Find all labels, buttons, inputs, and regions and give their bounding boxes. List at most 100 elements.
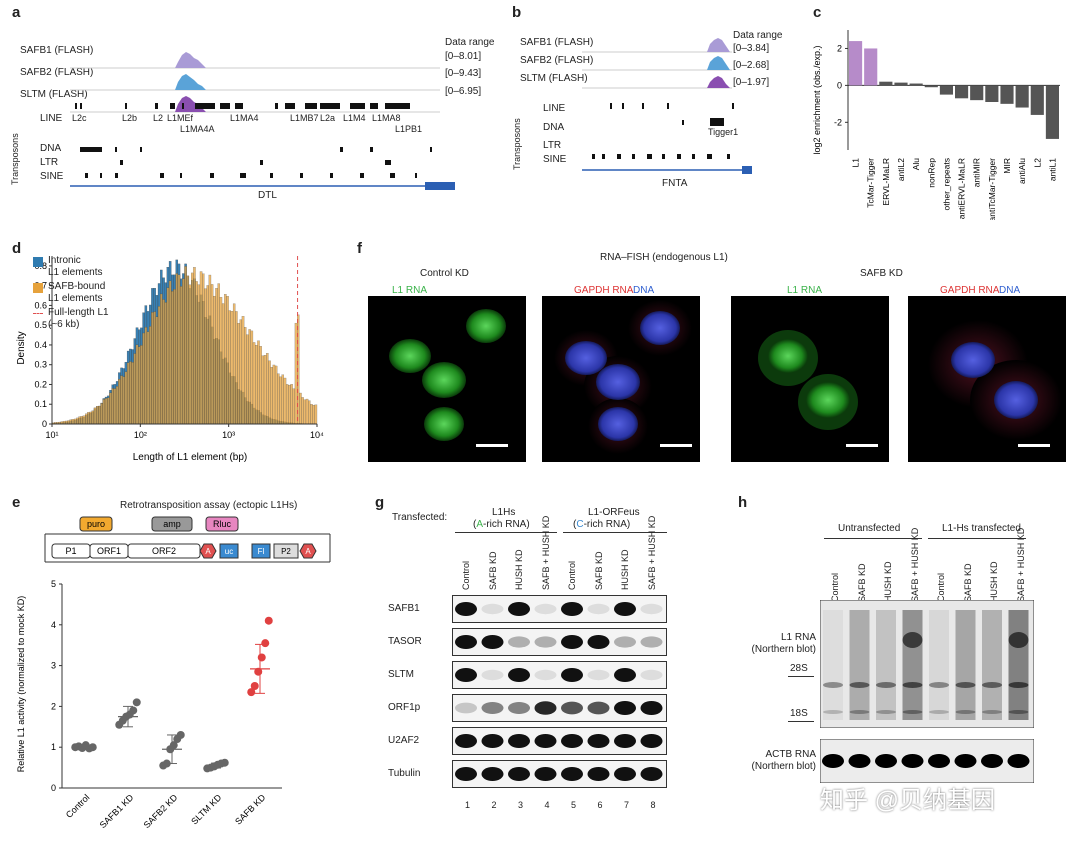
f-dna-label-1: DNA <box>633 285 655 296</box>
legend-swatch-fulllength <box>33 313 43 314</box>
d-histogram-bin <box>255 345 258 425</box>
h-band-18s <box>849 710 870 714</box>
h-band-actb <box>981 754 1003 768</box>
g-band <box>614 636 636 648</box>
d-histogram-bin <box>310 404 313 425</box>
cell-nucleus <box>768 339 808 373</box>
d-histogram-bin <box>111 388 114 425</box>
h-lane-label: HUSH KD <box>989 561 999 602</box>
g-band <box>587 767 610 781</box>
g-band <box>534 734 557 748</box>
g-band <box>481 635 504 649</box>
data-range-b1: [0–3.84] <box>733 43 770 54</box>
e-data-point <box>176 730 185 739</box>
g-blot-row-label: ORF1p <box>388 702 421 713</box>
g-band <box>561 602 583 616</box>
h-band-28s <box>849 682 870 688</box>
data-range-2: [0–9.43] <box>445 68 482 79</box>
d-histogram-bin <box>208 274 212 425</box>
d-histogram-bin <box>186 275 190 425</box>
c-bar <box>924 85 938 88</box>
svg-text:Fl: Fl <box>258 547 265 556</box>
g-band <box>455 668 477 682</box>
g-lane-number: 6 <box>597 800 603 810</box>
d-histogram-bin <box>115 386 119 425</box>
d-histogram-bin <box>314 404 318 425</box>
gene-label-fnta: FNTA <box>662 178 688 189</box>
g-lane-label: SAFB + HUSH KD <box>646 515 657 590</box>
g-band <box>640 669 663 681</box>
c-ytick-label: -2 <box>834 117 842 127</box>
g-band <box>508 702 530 714</box>
h-lane-label: HUSH KD <box>883 561 893 602</box>
h-actb-label-1: ACTB RNA <box>765 749 816 760</box>
scale-bar <box>476 444 508 447</box>
h-band-18s <box>823 710 843 714</box>
h-band-actb <box>875 754 897 768</box>
c-ytick-label: 0 <box>837 80 842 90</box>
g-band <box>455 767 477 781</box>
d-histogram-bin <box>261 355 265 425</box>
panel-label-g: g <box>375 494 385 511</box>
h-l1-label-2: (Northern blot) <box>751 644 816 655</box>
e-assay-title: Retrotransposition assay (ectopic L1Hs) <box>120 500 298 511</box>
g-lane-number: 7 <box>624 800 630 810</box>
d-histogram-bin <box>175 273 179 425</box>
d-histogram-bin <box>285 384 289 425</box>
d-xtick-label: 10² <box>134 430 147 440</box>
d-histogram-bin <box>85 413 88 425</box>
row-sine-b: SINE <box>543 154 567 165</box>
c-bar <box>894 82 908 86</box>
g-band <box>534 603 557 615</box>
g-band <box>561 635 583 649</box>
sine-element-ticks-b <box>592 154 730 159</box>
g-lane-number: 8 <box>650 800 656 810</box>
svg-text:A: A <box>305 547 311 556</box>
d-histogram-bin <box>157 306 161 425</box>
d-histogram-bin <box>257 340 260 425</box>
d-histogram-bin <box>206 285 209 425</box>
track-label-sltm-b: SLTM (FLASH) <box>520 73 588 84</box>
d-histogram-bin <box>290 384 293 425</box>
d-histogram-bin <box>144 327 148 425</box>
line-el-l2a: L2a <box>320 113 336 123</box>
line-el-l2b: L2b <box>122 113 138 123</box>
d-histogram-bin <box>232 303 236 425</box>
d-histogram-bin <box>221 303 225 425</box>
g-band <box>561 767 583 781</box>
d-histogram-bin <box>204 288 207 425</box>
p2-box <box>273 543 299 559</box>
panel-e-construct: puro amp Rluc P1 ORF1 ORF2 A uc Fl P2 A <box>44 516 331 563</box>
h-band-28s <box>929 682 949 688</box>
h-northern-l1 <box>820 600 1034 728</box>
c-category-label: antiAlu <box>1017 158 1027 184</box>
f-title: RNA–FISH (endogenous L1) <box>600 252 728 263</box>
d-histogram-bin <box>259 346 262 425</box>
cell-nucleus <box>994 381 1038 419</box>
d-histogram-bin <box>246 334 249 425</box>
d-histogram-bin <box>191 272 194 425</box>
c-category-label: antiMIR <box>972 158 982 187</box>
g-band <box>508 668 530 682</box>
d-histogram-bin <box>283 377 287 425</box>
g-band <box>455 734 477 748</box>
d-histogram-bin <box>135 344 139 425</box>
c-category-label: antiTcMar-Tigger <box>987 158 997 220</box>
d-histogram-bin <box>288 384 291 425</box>
d-histogram-bin <box>98 405 101 425</box>
d-histogram-bin <box>124 371 128 425</box>
cell-nucleus <box>598 407 638 441</box>
legend-fulllength-2: (~6 kb) <box>48 319 80 330</box>
d-histogram-bin <box>215 288 218 425</box>
g-group1-title: L1Hs <box>492 507 516 518</box>
g-lane-label: SAFB KD <box>487 551 498 590</box>
d-histogram-bin <box>120 375 123 425</box>
f-control-label: Control KD <box>420 268 469 279</box>
g-band <box>508 602 530 616</box>
g-band <box>481 734 504 748</box>
svg-text:puro: puro <box>87 519 105 529</box>
h-marker-18s-line <box>788 721 814 722</box>
d-histogram-bin <box>109 392 112 425</box>
f-dna-label-2: DNA <box>999 285 1021 296</box>
d-histogram-bin <box>93 407 97 425</box>
